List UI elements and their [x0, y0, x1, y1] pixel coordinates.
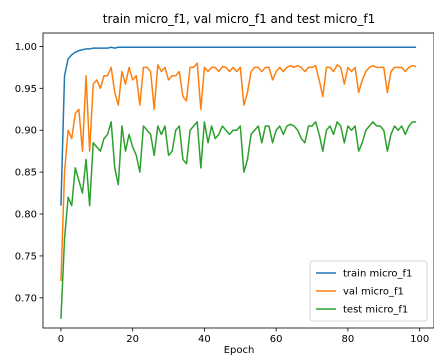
y-tick-label: 0.95 [15, 84, 37, 95]
legend-label-2: test micro_f1 [343, 305, 408, 316]
x-tick-label: 80 [342, 334, 355, 345]
y-tick-label: 1.00 [15, 42, 37, 53]
legend-label-0: train micro_f1 [343, 269, 412, 280]
y-tick-label: 0.80 [15, 210, 37, 221]
y-tick-label: 0.70 [15, 293, 37, 304]
x-tick-label: 40 [198, 334, 211, 345]
x-tick-label: 60 [270, 334, 283, 345]
legend-label-1: val micro_f1 [343, 287, 404, 298]
y-axis: 0.70 0.75 0.80 0.85 0.90 0.95 1.00 [15, 42, 43, 304]
series-line-2 [60, 121, 417, 319]
series-line-0 [60, 46, 417, 206]
plot-area-frame [42, 32, 434, 329]
y-tick-label: 0.90 [15, 126, 37, 137]
series-line-1 [60, 62, 417, 282]
x-axis-title: Epoch [224, 345, 255, 356]
series-layer [60, 46, 417, 319]
x-tick-label: 0 [58, 334, 64, 345]
legend-box [309, 260, 428, 322]
x-axis: 0 20 40 60 80 100 [58, 328, 429, 345]
chart-title: train micro_f1, val micro_f1 and test mi… [103, 12, 376, 26]
y-tick-label: 0.75 [15, 251, 37, 262]
x-tick-label: 20 [126, 334, 139, 345]
x-tick-label: 100 [410, 334, 429, 345]
y-tick-label: 0.85 [15, 168, 37, 179]
